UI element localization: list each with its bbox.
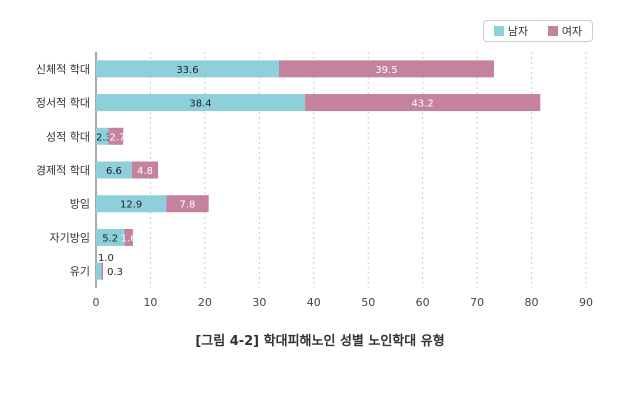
category-label: 유기 xyxy=(70,265,90,278)
data-label: 0.3 xyxy=(107,267,123,278)
data-label: 2.3 xyxy=(96,132,112,143)
data-label: 5.2 xyxy=(102,233,118,244)
category-label: 신체적 학대 xyxy=(36,63,90,76)
data-label: 39.5 xyxy=(375,65,397,76)
x-tick-label: 60 xyxy=(416,296,430,309)
data-label: 2.7 xyxy=(110,132,126,143)
legend-label-female: 여자 xyxy=(561,25,583,38)
bar-male xyxy=(96,127,109,145)
bar-male xyxy=(96,195,167,213)
bar-male xyxy=(96,161,132,179)
bar-female xyxy=(166,195,209,213)
legend: 남자 여자 xyxy=(483,20,593,42)
data-label: 7.8 xyxy=(180,200,196,211)
data-label: 4.8 xyxy=(137,166,153,177)
bar-female xyxy=(305,94,541,112)
x-tick-label: 80 xyxy=(525,296,539,309)
bar-female xyxy=(101,262,104,280)
x-tick-label: 30 xyxy=(252,296,266,309)
bar-male xyxy=(96,262,102,280)
legend-item-male: 남자 xyxy=(493,23,529,39)
category-label: 방임 xyxy=(70,198,90,211)
x-tick-label: 20 xyxy=(198,296,212,309)
category-label: 경제적 학대 xyxy=(36,164,90,177)
x-tick-label: 70 xyxy=(470,296,484,309)
chart-title: [그림 4-2] 학대피해노인 성별 노인학대 유형 xyxy=(195,334,445,349)
category-label: 성적 학대 xyxy=(46,130,90,143)
x-tick-label: 50 xyxy=(361,296,375,309)
legend-item-female: 여자 xyxy=(547,23,583,39)
bar-female xyxy=(124,228,134,246)
data-label: 6.6 xyxy=(106,166,122,177)
category-label: 정서적 학대 xyxy=(36,97,90,110)
bar-male xyxy=(96,94,306,112)
x-tick-label: 0 xyxy=(93,296,100,309)
bar-female xyxy=(108,127,124,145)
bar-male xyxy=(96,60,279,78)
data-label: 38.4 xyxy=(189,99,211,110)
data-label: 1.0 xyxy=(98,253,114,264)
x-tick-label: 40 xyxy=(307,296,321,309)
bar-female xyxy=(278,60,494,78)
bar-female xyxy=(131,161,159,179)
data-label: 1.6 xyxy=(121,233,137,244)
data-label: 12.9 xyxy=(120,200,142,211)
data-label: 43.2 xyxy=(412,99,434,110)
chart: 0 10 20 30 40 50 60 70 80 90 신체적 학대 33.6 39.5 정서적 학대 3… xyxy=(36,52,593,309)
x-tick-label: 10 xyxy=(143,296,157,309)
data-label: 33.6 xyxy=(176,65,198,76)
legend-label-male: 남자 xyxy=(507,25,529,38)
category-label: 자기방임 xyxy=(50,231,90,244)
bar-male xyxy=(96,228,125,246)
x-tick-label: 90 xyxy=(579,296,593,309)
